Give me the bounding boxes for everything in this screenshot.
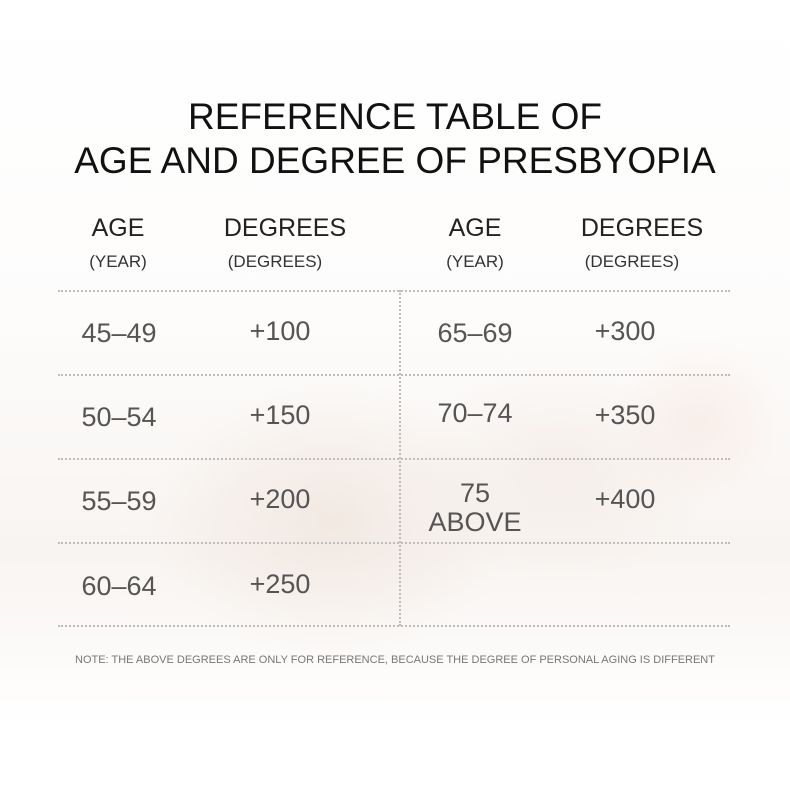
age-cell-line-2: ABOVE <box>428 507 522 537</box>
degree-cell: +250 <box>249 569 311 599</box>
header-degrees-left: DEGREES <box>223 214 347 242</box>
header-degrees-right: DEGREES <box>580 214 704 242</box>
age-cell: 60–64 <box>81 571 157 601</box>
age-cell-line-1: 75 <box>459 478 491 508</box>
age-cell: 55–59 <box>81 486 157 516</box>
header-degrees-unit-right: (DEGREES) <box>584 252 680 271</box>
header-age-unit-left: (YEAR) <box>89 252 147 271</box>
table-divider <box>58 542 730 544</box>
footnote: NOTE: THE ABOVE DEGREES ARE ONLY FOR REF… <box>75 654 715 666</box>
degree-cell: +350 <box>594 400 656 430</box>
table-column-divider <box>399 290 401 626</box>
degree-cell: +100 <box>249 316 311 346</box>
header-degrees-unit-left: (DEGREES) <box>227 252 323 271</box>
title-line-2: AGE AND DEGREE OF PRESBYOPIA <box>74 140 716 181</box>
header-age-right: AGE <box>448 214 502 242</box>
age-cell: 65–69 <box>437 318 513 348</box>
table-divider <box>58 290 730 292</box>
table-divider <box>58 374 730 376</box>
age-cell: 70–74 <box>437 398 513 428</box>
header-age-unit-right: (YEAR) <box>446 252 504 271</box>
title-line-1: REFERENCE TABLE OF <box>188 96 602 137</box>
degree-cell: +200 <box>249 484 311 514</box>
age-cell: 50–54 <box>81 402 157 432</box>
table-divider <box>58 625 730 627</box>
table-divider <box>58 458 730 460</box>
age-cell: 45–49 <box>81 318 157 348</box>
degree-cell: +300 <box>594 316 656 346</box>
degree-cell: +150 <box>249 400 311 430</box>
header-age-left: AGE <box>91 214 145 242</box>
degree-cell: +400 <box>594 484 656 514</box>
